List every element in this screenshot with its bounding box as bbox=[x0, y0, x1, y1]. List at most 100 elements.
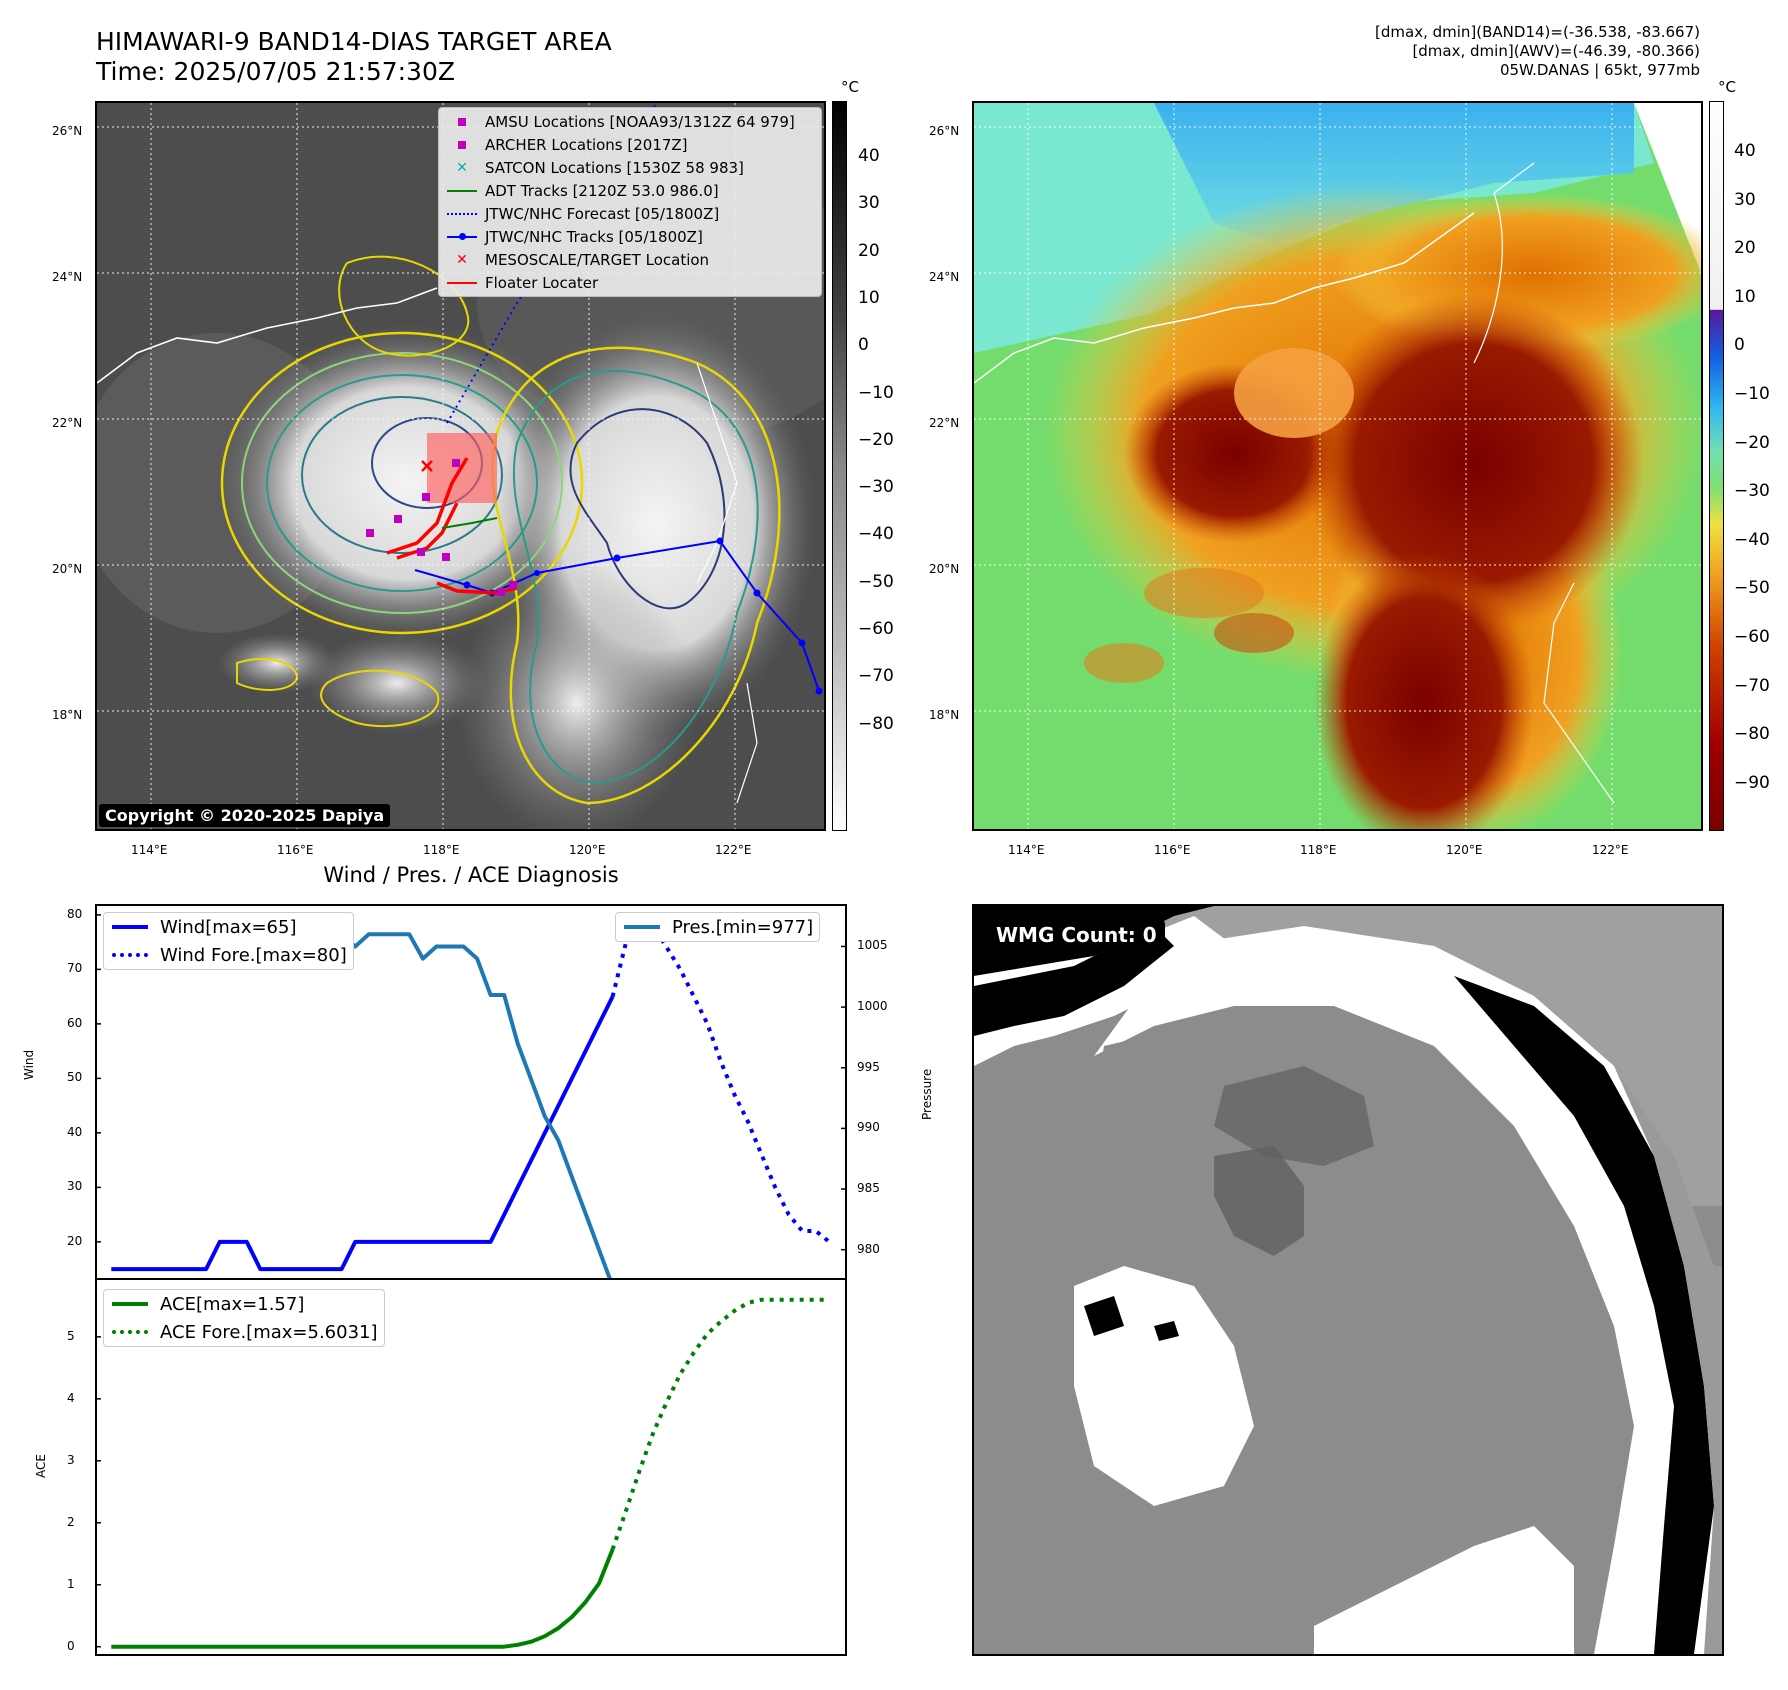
lon-label: 116°E bbox=[277, 843, 314, 857]
colorbar-tick-label: −80 bbox=[1734, 724, 1770, 745]
lat-label: 26°N bbox=[929, 124, 960, 138]
colorbar-tick-label: −60 bbox=[858, 619, 894, 639]
wmg-panel: WMG Count: 0 bbox=[972, 904, 1724, 1656]
solid-line-icon bbox=[112, 925, 148, 929]
wind-legend: Wind[max=65] Wind Fore.[max=80] bbox=[103, 912, 354, 970]
colorbar-tick-label: −70 bbox=[858, 666, 894, 687]
diagnosis-title: Wind / Pres. / ACE Diagnosis bbox=[323, 863, 619, 887]
dotted-line-icon bbox=[439, 212, 485, 215]
colorbar-tick-label: 20 bbox=[1734, 238, 1756, 259]
legend-item-archer: ARCHER Locations [2017Z] bbox=[439, 133, 821, 156]
colorbar-tick-label: −80 bbox=[858, 713, 894, 734]
legend-item-amsu: AMSU Locations [NOAA93/1312Z 64 979] bbox=[439, 110, 821, 133]
series-line-0 bbox=[111, 1548, 615, 1649]
y2-tick-label: 985 bbox=[857, 1181, 880, 1196]
colorbar-tick-label: −20 bbox=[1734, 432, 1770, 453]
x-marker-icon: ✕ bbox=[456, 159, 468, 176]
colorbar-tick-label: 10 bbox=[1734, 286, 1756, 307]
legend-item-ace-forecast: ACE Fore.[max=5.6031] bbox=[104, 1318, 384, 1346]
ace-chart bbox=[95, 1297, 830, 1649]
line-marker-icon bbox=[439, 281, 485, 284]
square-marker-icon bbox=[439, 117, 485, 126]
colorbar-tick-label: −60 bbox=[1734, 627, 1770, 647]
info-line3: 05W.DANAS | 65kt, 977mb bbox=[1499, 61, 1700, 79]
band14-colorbar-unit: °C bbox=[841, 78, 859, 96]
series-line-1 bbox=[610, 1297, 830, 1551]
y-tick-label: 20 bbox=[67, 1233, 83, 1248]
colorbar-tick-label: −10 bbox=[858, 382, 894, 403]
colorbar-tick-label: −20 bbox=[858, 429, 894, 450]
series-line-0 bbox=[111, 995, 615, 1272]
colorbar-tick-label: −90 bbox=[1734, 772, 1770, 793]
y-tick-label: 40 bbox=[67, 1124, 83, 1139]
legend-item-mesoscale: ✕ MESOSCALE/TARGET Location bbox=[439, 248, 821, 271]
awv-colorbar-unit: °C bbox=[1718, 78, 1736, 96]
y-tick-label: 50 bbox=[67, 1070, 83, 1085]
lon-label: 120°E bbox=[1446, 843, 1483, 857]
lon-label: 120°E bbox=[569, 843, 606, 857]
colorbar-tick-label: −40 bbox=[858, 524, 894, 545]
ace-axis-label: ACE bbox=[34, 1454, 48, 1478]
legend-item-wind: Wind[max=65] bbox=[104, 913, 353, 941]
colorbar-tick-label: 40 bbox=[858, 146, 880, 166]
colorbar-tick-label: −50 bbox=[1734, 578, 1770, 599]
y-tick-label: 80 bbox=[67, 906, 83, 921]
lon-label: 116°E bbox=[1154, 843, 1191, 857]
y2-tick-label: 1000 bbox=[857, 999, 888, 1014]
line-dot-icon bbox=[439, 232, 485, 240]
dotted-line-icon bbox=[112, 953, 148, 957]
y2-tick-label: 1005 bbox=[857, 938, 888, 953]
wind-axis-label: Wind bbox=[22, 1049, 36, 1080]
colorbar-tick-label: −40 bbox=[1734, 529, 1770, 550]
colorbar-tick-label: −30 bbox=[858, 477, 894, 498]
lon-label: 114°E bbox=[1008, 843, 1045, 857]
y2-tick-label: 980 bbox=[857, 1241, 880, 1256]
y-tick-label: 4 bbox=[67, 1390, 75, 1405]
square-marker-icon bbox=[439, 140, 485, 149]
y-tick-label: 30 bbox=[67, 1179, 83, 1194]
lon-label: 118°E bbox=[423, 843, 460, 857]
lat-label: 24°N bbox=[929, 270, 960, 284]
colorbar-tick-label: −10 bbox=[1734, 384, 1770, 404]
info-line1: [dmax, dmin](BAND14)=(-36.538, -83.667) bbox=[1375, 23, 1700, 41]
colorbar-tick-label: 10 bbox=[858, 287, 880, 308]
legend-item-ace: ACE[max=1.57] bbox=[104, 1290, 384, 1318]
colorbar-tick-label: 20 bbox=[858, 240, 880, 261]
colorbar-tick-label: 0 bbox=[858, 335, 869, 356]
legend-item-pressure: Pres.[min=977] bbox=[616, 913, 819, 941]
pressure-axis-label: Pressure bbox=[920, 1068, 934, 1120]
awv-map-imagery bbox=[974, 103, 1701, 829]
lon-label: 122°E bbox=[715, 843, 752, 857]
series-line-2 bbox=[111, 920, 613, 1280]
lat-label: 18°N bbox=[52, 708, 83, 722]
colorbar-tick-label: 30 bbox=[858, 193, 880, 214]
lat-label: 22°N bbox=[929, 416, 960, 430]
y2-tick-label: 995 bbox=[857, 1059, 880, 1074]
y2-tick-label: 990 bbox=[857, 1120, 880, 1135]
y-tick-label: 5 bbox=[67, 1328, 75, 1343]
colorbar-tick-label: 0 bbox=[1734, 335, 1745, 356]
y-tick-label: 1 bbox=[67, 1576, 75, 1591]
lon-label: 122°E bbox=[1592, 843, 1629, 857]
colorbar-tick-label: −70 bbox=[1734, 675, 1770, 696]
awv-map bbox=[972, 101, 1703, 831]
y-tick-label: 2 bbox=[67, 1514, 75, 1529]
y-tick-label: 70 bbox=[67, 961, 83, 976]
y-tick-label: 0 bbox=[67, 1638, 75, 1653]
pressure-legend: Pres.[min=977] bbox=[615, 912, 821, 942]
wmg-imagery bbox=[974, 906, 1722, 1654]
lat-label: 26°N bbox=[52, 124, 83, 138]
dotted-line-icon bbox=[112, 1330, 148, 1334]
legend-item-adt: ADT Tracks [2120Z 53.0 986.0] bbox=[439, 179, 821, 202]
lat-label: 22°N bbox=[52, 416, 83, 430]
series-line-1 bbox=[610, 912, 831, 1244]
legend-item-satcon: ✕ SATCON Locations [1530Z 58 983] bbox=[439, 156, 821, 179]
band14-colorbar bbox=[832, 101, 847, 831]
lat-label: 20°N bbox=[52, 562, 83, 576]
solid-line-icon bbox=[624, 925, 660, 929]
y-tick-label: 60 bbox=[67, 1015, 83, 1030]
legend-item-jtwc-forecast: JTWC/NHC Forecast [05/1800Z] bbox=[439, 202, 821, 225]
colorbar-tick-label: 40 bbox=[1734, 141, 1756, 161]
wmg-count-badge: WMG Count: 0 bbox=[988, 920, 1165, 950]
legend-item-floater: Floater Locater bbox=[439, 271, 821, 294]
